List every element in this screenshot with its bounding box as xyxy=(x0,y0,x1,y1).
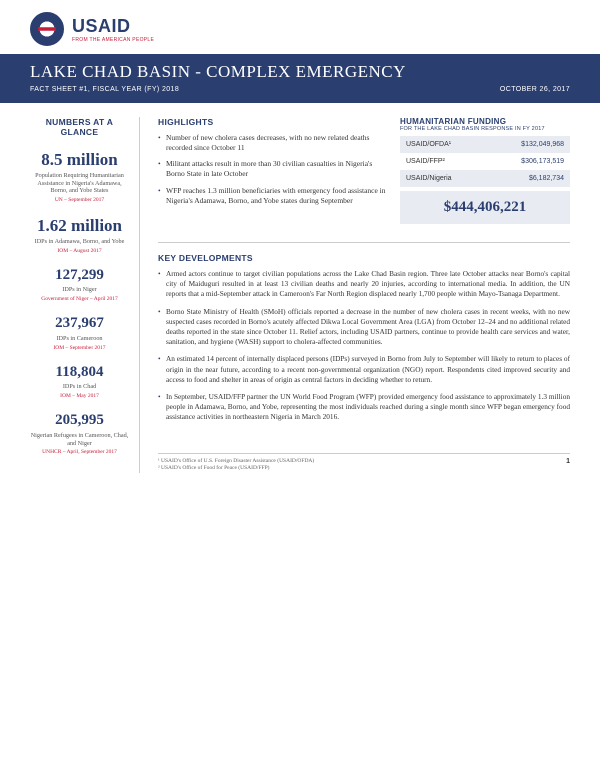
funding-label: USAID/OFDA¹ xyxy=(406,141,451,148)
funding-value: $306,173,519 xyxy=(521,158,564,165)
sidebar-heading: NUMBERS AT A GLANCE xyxy=(30,117,129,137)
logo-main: USAID xyxy=(72,16,154,37)
keydev-item: An estimated 14 percent of internally di… xyxy=(158,354,570,385)
stat-source: UNHCR – April, September 2017 xyxy=(30,449,129,455)
page-number: 1 xyxy=(566,458,570,465)
funding-row: USAID/FFP² $306,173,519 xyxy=(400,153,570,170)
usaid-seal-icon xyxy=(30,12,64,46)
keydev-item: Armed actors continue to target civilian… xyxy=(158,269,570,300)
funding-label: USAID/FFP² xyxy=(406,158,445,165)
stat-source: Government of Niger – April 2017 xyxy=(30,296,129,302)
funding-value: $6,182,734 xyxy=(529,175,564,182)
highlight-item: WFP reaches 1.3 million beneficiaries wi… xyxy=(158,186,386,206)
stat-number: 8.5 million xyxy=(30,151,129,169)
stat-desc: Nigerian Refugees in Cameroon, Chad, and… xyxy=(30,432,129,448)
funding-heading: HUMANITARIAN FUNDING xyxy=(400,117,570,126)
stat-desc: IDPs in Adamawa, Borno, and Yobe xyxy=(30,238,129,246)
key-developments-section: KEY DEVELOPMENTS Armed actors continue t… xyxy=(158,242,570,423)
funding-value: $132,049,968 xyxy=(521,141,564,148)
keydev-list: Armed actors continue to target civilian… xyxy=(158,269,570,423)
funding-total-box: $444,406,221 xyxy=(400,191,570,224)
page: USAID FROM THE AMERICAN PEOPLE LAKE CHAD… xyxy=(0,0,600,473)
funding-row: USAID/Nigeria $6,182,734 xyxy=(400,170,570,187)
stat-block: 205,995 Nigerian Refugees in Cameroon, C… xyxy=(30,413,129,455)
title-banner: LAKE CHAD BASIN - COMPLEX EMERGENCY FACT… xyxy=(0,54,600,103)
stat-block: 237,967 IDPs in Cameroon IOM – September… xyxy=(30,316,129,351)
stat-desc: IDPs in Cameroon xyxy=(30,335,129,343)
funding-panel: HUMANITARIAN FUNDING FOR THE LAKE CHAD B… xyxy=(400,117,570,224)
highlights-list: Number of new cholera cases decreases, w… xyxy=(158,133,386,206)
banner-subrow: FACT SHEET #1, FISCAL YEAR (FY) 2018 OCT… xyxy=(30,86,570,93)
main-column: HIGHLIGHTS Number of new cholera cases d… xyxy=(158,117,570,473)
funding-total: $444,406,221 xyxy=(404,199,566,216)
stat-number: 118,804 xyxy=(30,365,129,381)
stat-desc: IDPs in Niger xyxy=(30,286,129,294)
funding-row: USAID/OFDA¹ $132,049,968 xyxy=(400,136,570,153)
stat-source: IOM – May 2017 xyxy=(30,393,129,399)
stat-block: 127,299 IDPs in Niger Government of Nige… xyxy=(30,268,129,303)
stat-number: 127,299 xyxy=(30,268,129,284)
funding-subheading: FOR THE LAKE CHAD BASIN RESPONSE IN FY 2… xyxy=(400,126,570,132)
highlights-section: HIGHLIGHTS Number of new cholera cases d… xyxy=(158,117,386,224)
funding-label: USAID/Nigeria xyxy=(406,175,452,182)
page-title: LAKE CHAD BASIN - COMPLEX EMERGENCY xyxy=(30,62,570,82)
footnote: ² USAID's Office of Food for Peace (USAI… xyxy=(158,465,570,473)
funding-table: USAID/OFDA¹ $132,049,968 USAID/FFP² $306… xyxy=(400,136,570,187)
sidebar-numbers: NUMBERS AT A GLANCE 8.5 million Populati… xyxy=(30,117,140,473)
highlight-item: Number of new cholera cases decreases, w… xyxy=(158,133,386,153)
top-row: HIGHLIGHTS Number of new cholera cases d… xyxy=(158,117,570,224)
stat-desc: Population Requiring Humanitarian Assist… xyxy=(30,172,129,195)
stat-block: 1.62 million IDPs in Adamawa, Borno, and… xyxy=(30,217,129,254)
logo-area: USAID FROM THE AMERICAN PEOPLE xyxy=(0,0,600,54)
keydev-heading: KEY DEVELOPMENTS xyxy=(158,253,570,263)
logo-sub: FROM THE AMERICAN PEOPLE xyxy=(72,37,154,43)
highlights-heading: HIGHLIGHTS xyxy=(158,117,386,127)
stat-block: 118,804 IDPs in Chad IOM – May 2017 xyxy=(30,365,129,400)
stat-block: 8.5 million Population Requiring Humanit… xyxy=(30,151,129,203)
stat-number: 205,995 xyxy=(30,413,129,429)
logo-text: USAID FROM THE AMERICAN PEOPLE xyxy=(72,16,154,43)
stat-source: IOM – August 2017 xyxy=(30,248,129,254)
footnotes: ¹ USAID's Office of U.S. Foreign Disaste… xyxy=(158,453,570,473)
stat-desc: IDPs in Chad xyxy=(30,383,129,391)
content-area: NUMBERS AT A GLANCE 8.5 million Populati… xyxy=(0,103,600,473)
stat-number: 1.62 million xyxy=(30,217,129,235)
factsheet-label: FACT SHEET #1, FISCAL YEAR (FY) 2018 xyxy=(30,86,179,93)
stat-source: UN – September 2017 xyxy=(30,197,129,203)
highlight-item: Militant attacks result in more than 30 … xyxy=(158,159,386,179)
banner-date: OCTOBER 26, 2017 xyxy=(500,86,570,93)
keydev-item: Borno State Ministry of Health (SMoH) of… xyxy=(158,307,570,348)
keydev-item: In September, USAID/FFP partner the UN W… xyxy=(158,392,570,423)
stat-number: 237,967 xyxy=(30,316,129,332)
stat-source: IOM – September 2017 xyxy=(30,345,129,351)
